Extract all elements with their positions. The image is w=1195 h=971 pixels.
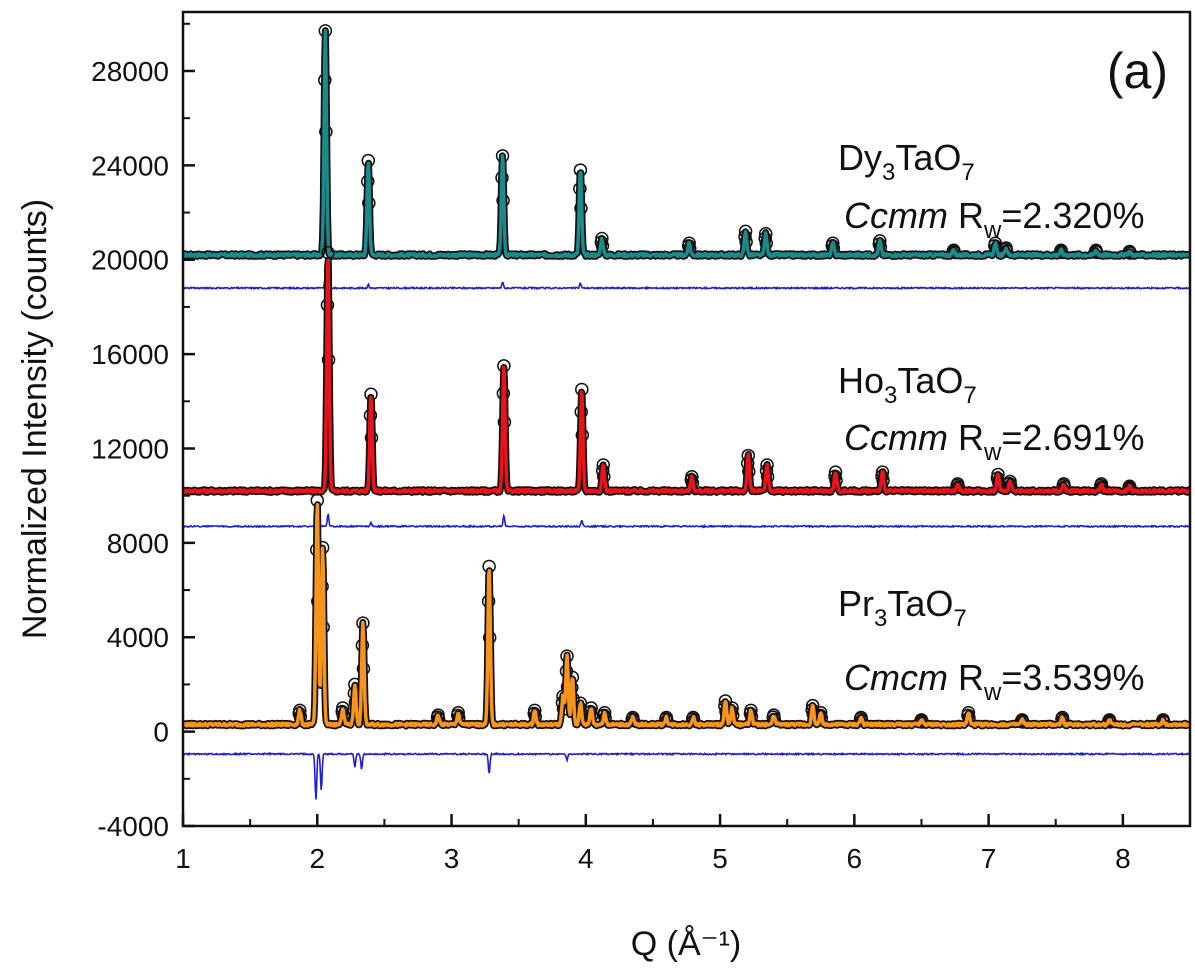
refinement-label-0: Ccmm Rw=2.320% <box>844 195 1144 244</box>
observed-point <box>1123 481 1137 496</box>
refinement-label-1: Ccmm Rw=2.691% <box>844 417 1144 466</box>
calculated-line-2 <box>183 502 1190 728</box>
y-tick-label: 0 <box>153 717 169 748</box>
x-axis-title: Q (Å⁻¹) <box>631 925 741 963</box>
y-tick-label: -4000 <box>97 811 169 842</box>
difference-line-1 <box>183 512 1190 529</box>
x-tick-label: 2 <box>309 843 325 874</box>
refinement-label-2: Cmcm Rw=3.539% <box>844 657 1144 706</box>
observed-point <box>946 244 960 259</box>
ticks-layer <box>181 22 1125 828</box>
observed-point <box>947 245 961 260</box>
difference-line-2 <box>183 751 1190 800</box>
observed-point <box>854 713 869 728</box>
observed-point <box>1094 478 1108 493</box>
y-tick-label: 4000 <box>107 622 169 653</box>
y-tick-label: 12000 <box>91 433 169 464</box>
difference-line-0 <box>183 277 1190 291</box>
observed-point <box>685 712 700 726</box>
observed-point <box>625 712 640 726</box>
compound-label-1: Ho3TaO7 <box>838 360 977 409</box>
x-tick-label: 1 <box>175 843 191 874</box>
observed-point <box>626 713 641 728</box>
observed-point <box>1054 245 1069 260</box>
series-layer <box>183 24 1190 800</box>
x-tick-label: 6 <box>847 843 863 874</box>
y-tick-label: 8000 <box>107 528 169 559</box>
observed-point <box>1053 244 1068 259</box>
observed-point <box>1122 480 1136 495</box>
observed-point <box>431 712 446 727</box>
pattern-1 <box>183 245 1190 529</box>
observed-point <box>1056 713 1070 728</box>
observed-point <box>1095 480 1109 494</box>
observed-point <box>999 244 1014 258</box>
calculated-line-0 <box>183 28 1190 259</box>
x-tick-label: 8 <box>1115 843 1131 874</box>
compound-label-0: Dy3TaO7 <box>838 137 975 186</box>
compound-label-2: Pr3TaO7 <box>838 583 967 632</box>
pattern-0 <box>183 24 1190 291</box>
x-tick-label: 5 <box>712 843 728 874</box>
observed-point <box>767 712 782 727</box>
observed-point <box>853 712 868 726</box>
x-tick-label: 3 <box>444 843 460 874</box>
observed-point <box>321 245 335 260</box>
y-tick-label: 28000 <box>91 56 169 87</box>
observed-point <box>1014 714 1029 728</box>
y-axis-title: Normalized Intensity (counts) <box>16 199 54 639</box>
y-tick-label: 20000 <box>91 245 169 276</box>
observed-point <box>1057 480 1072 494</box>
pattern-2 <box>183 493 1190 800</box>
observed-point <box>687 713 701 728</box>
observed-point <box>659 712 673 726</box>
observed-point <box>1155 714 1170 728</box>
observed-point <box>1156 715 1171 729</box>
observed-point <box>998 242 1013 257</box>
y-tick-label: 24000 <box>91 150 169 181</box>
observed-point <box>1055 712 1069 726</box>
x-tick-label: 4 <box>578 843 594 874</box>
calculated-line-1 <box>183 258 1190 495</box>
plot-frame <box>181 10 1192 828</box>
tick-labels-layer: 1 2 3 4 5 6 7 8 -4000 0 4000 8000 12000 16000 20000 240… <box>91 56 1131 874</box>
observed-point <box>1088 244 1103 259</box>
annotations-layer: Dy3TaO7 Ccmm Rw=2.320% Ho3TaO7 Ccmm Rw=2.69… <box>838 137 1144 706</box>
observed-point <box>1102 714 1116 728</box>
observed-point <box>914 714 928 728</box>
observed-point <box>1056 478 1071 493</box>
observed-point <box>950 478 964 493</box>
y-tick-label: 16000 <box>91 339 169 370</box>
observed-point <box>951 480 966 494</box>
x-tick-label: 7 <box>981 843 997 874</box>
panel-label: (a) <box>1107 43 1168 99</box>
